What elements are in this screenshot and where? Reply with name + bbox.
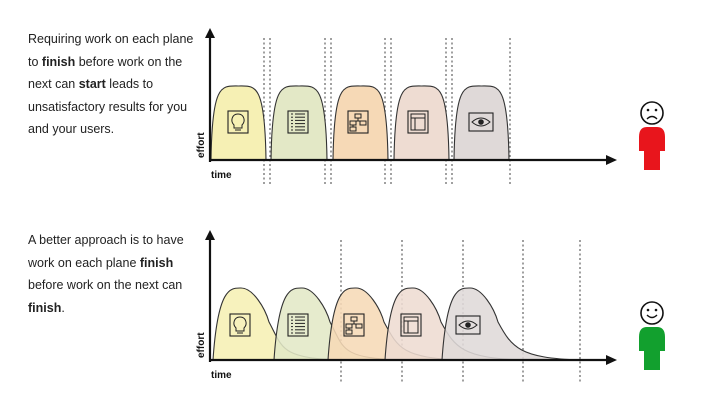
plane-hump [453,85,510,161]
x-axis-arrow [606,355,617,365]
top-caption-part: start [78,77,106,92]
top-caption-part: leads to unsatisfactory results for you … [28,77,188,137]
top-caption-part: before work on the next can [28,54,183,92]
y-axis-label: effort [196,332,207,358]
top-caption-part: Requiring work on each plane to [28,32,194,69]
user-head [640,301,664,325]
plane-curve [210,85,267,161]
top-caption-part: finish [41,54,76,69]
plane-hump [270,85,328,161]
user-body [639,127,665,170]
x-axis-arrow [606,155,617,165]
top-panel: time effort [196,28,665,184]
user-mouth [646,314,658,319]
user-eye [646,308,650,312]
y-axis-label: effort [196,132,207,158]
user-eye [654,108,658,112]
plane-curve [393,85,450,161]
plane-hump [393,85,450,161]
user-body [639,327,665,370]
x-axis-label: time [211,170,232,181]
plane-curve [270,85,328,161]
bottom-caption-part: . [61,300,65,315]
bottom-caption-part: finish [28,300,62,315]
user-mouth [646,115,658,120]
bottom-caption-part: finish [139,255,174,270]
user-head [640,101,664,125]
plane-curve [441,287,581,361]
plane-hump [332,85,389,161]
x-axis-label: time [211,370,232,381]
bottom-caption-part: A better approach is to have work on eac… [28,233,184,270]
bottom-caption: A better approach is to have work on eac… [28,229,203,319]
user-eye [654,308,658,312]
bottom-panel: time effort [196,230,665,384]
y-axis-arrow [205,28,215,38]
y-axis-arrow [205,230,215,240]
top-caption: Requiring work on each plane to finish b… [28,28,203,141]
plane-hump [210,85,267,161]
user-eye [646,108,650,112]
plane-hump [441,287,581,361]
bottom-caption-part: before work on the next can [28,278,183,293]
